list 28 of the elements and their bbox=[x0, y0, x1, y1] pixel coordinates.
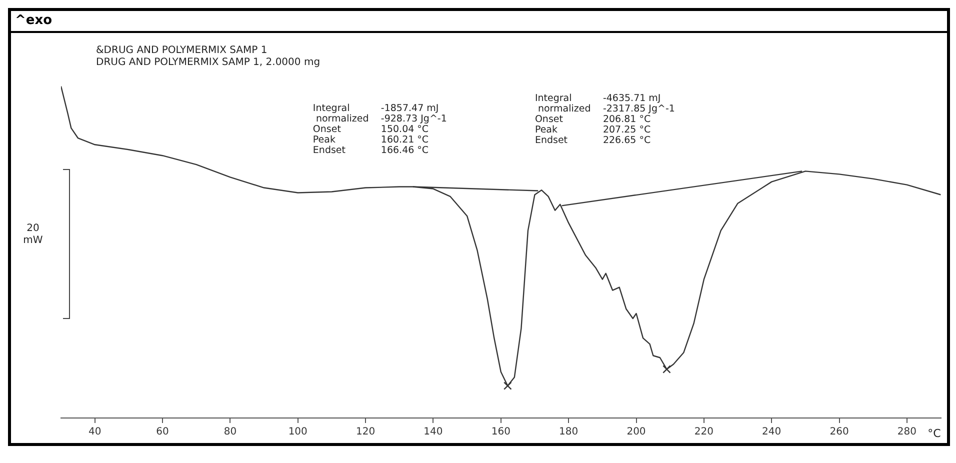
x-tick-label: 80 bbox=[224, 426, 237, 438]
text: ^exo bbox=[11, 11, 947, 33]
x-tick-label: 180 bbox=[559, 426, 578, 438]
text: Endset 166.46 °C bbox=[312, 145, 429, 156]
x-tick-label: 220 bbox=[694, 426, 714, 438]
text: Peak 160.21 °C bbox=[312, 134, 429, 146]
chart-title: &DRUG AND POLYMERMIX SAMP 1 bbox=[96, 45, 268, 56]
x-tick-label: 260 bbox=[830, 426, 849, 438]
text: normalized -928.73 Jg^-1 bbox=[316, 114, 447, 124]
text: Integral -1857.47 mJ bbox=[312, 103, 439, 114]
x-tick-label: 100 bbox=[288, 426, 308, 438]
text: Endset 226.65 °C bbox=[534, 135, 651, 146]
text: 20 mW bbox=[22, 223, 44, 247]
text: Peak 207.25 °C bbox=[534, 124, 651, 136]
text: normalized -2317.85 Jg^-1 bbox=[538, 104, 675, 114]
x-tick-label: 240 bbox=[762, 426, 782, 438]
chart-subtitle: DRUG AND POLYMERMIX SAMP 1, 2.0000 mg bbox=[96, 57, 320, 68]
x-tick-label: 280 bbox=[897, 426, 917, 438]
x-axis-title: °C bbox=[928, 427, 942, 440]
x-tick-label: 160 bbox=[491, 426, 510, 438]
text: Onset 206.81 °C bbox=[534, 114, 651, 125]
x-tick-label: 200 bbox=[626, 426, 646, 438]
x-tick-label: 60 bbox=[156, 426, 169, 438]
text: Onset 150.04 °C bbox=[312, 124, 429, 135]
x-tick-label: 40 bbox=[88, 426, 102, 438]
x-tick-label: 140 bbox=[424, 426, 443, 438]
text: Integral -4635.71 mJ bbox=[534, 93, 661, 104]
x-tick-label: 120 bbox=[356, 426, 376, 438]
